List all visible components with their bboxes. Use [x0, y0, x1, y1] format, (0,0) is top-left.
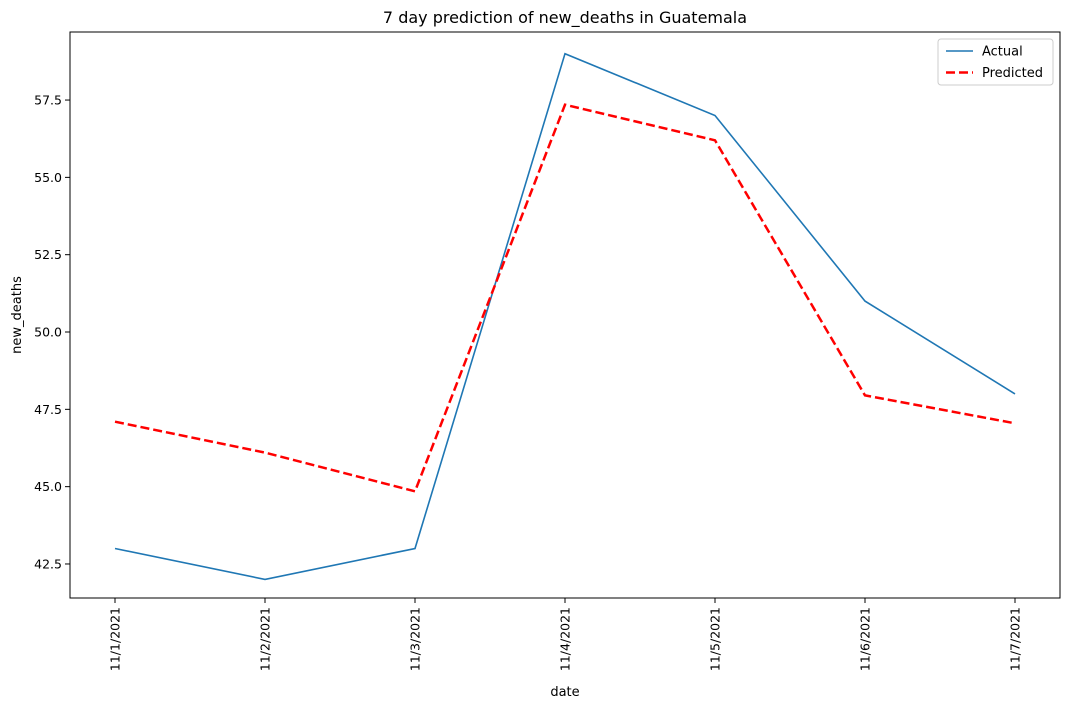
series-line-predicted [114, 103, 1016, 493]
y-tick-label: 47.5 [34, 402, 62, 417]
series-line-actual [114, 52, 1016, 581]
y-axis: 42.5 45.0 47.5 50.0 52.5 55.0 57.5 [34, 93, 70, 571]
x-tick-label: 11/1/2021 [108, 607, 123, 671]
x-tick-label: 11/2/2021 [258, 607, 273, 671]
y-tick-label: 50.0 [34, 325, 62, 340]
legend-label-predicted: Predicted [982, 66, 1043, 81]
x-axis: 11/1/2021 11/2/2021 11/3/2021 11/4/2021 11/5… [108, 598, 1023, 671]
y-tick-label: 55.0 [34, 170, 62, 185]
plot-frame [69, 31, 1061, 599]
y-tick-label: 57.5 [34, 93, 62, 108]
y-axis-label: new_deaths [10, 276, 25, 354]
x-axis-label: date [550, 685, 579, 700]
series-layer [114, 52, 1016, 581]
chart-title: 7 day prediction of new_deaths in Guatem… [383, 8, 747, 28]
y-tick-label: 45.0 [34, 479, 62, 494]
x-tick-label: 11/6/2021 [858, 607, 873, 671]
legend-label-actual: Actual [982, 45, 1023, 60]
x-tick-label: 11/5/2021 [708, 607, 723, 671]
x-tick-label: 11/3/2021 [408, 607, 423, 671]
legend: Actual Predicted [937, 38, 1054, 86]
y-tick-label: 52.5 [34, 247, 62, 262]
y-tick-label: 42.5 [34, 556, 62, 571]
x-tick-label: 11/7/2021 [1008, 607, 1023, 671]
x-tick-label: 11/4/2021 [558, 607, 573, 671]
